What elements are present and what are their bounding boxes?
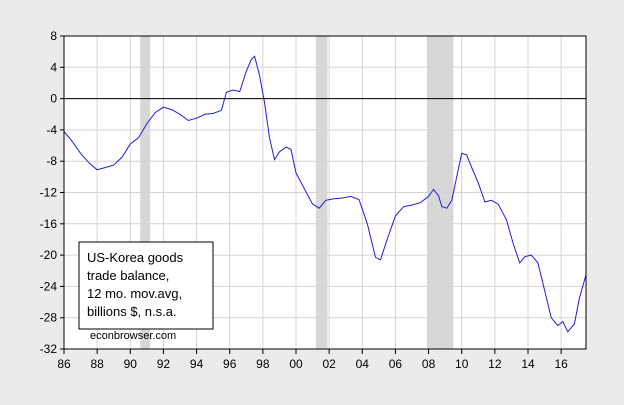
credit-annotation: econbrowser.com: [90, 330, 176, 342]
x-tick-label: 96: [223, 357, 237, 371]
x-tick-label: 08: [422, 357, 436, 371]
x-tick-label: 92: [157, 357, 171, 371]
x-tick-label: 86: [57, 357, 71, 371]
legend-line-2: trade balance,: [87, 268, 169, 283]
legend-line-3: 12 mo. mov.avg,: [87, 286, 182, 301]
y-tick-label: -28: [40, 311, 58, 325]
y-axis-ticks: 8 4 0 -4 -8 -12 -16 -20 -24 -28 -32: [40, 29, 64, 356]
y-tick-label: -4: [46, 123, 57, 137]
x-tick-label: 04: [356, 357, 370, 371]
y-tick-label: -12: [40, 186, 58, 200]
legend-line-4: billions $, n.s.a.: [87, 304, 177, 319]
series-line-us-korea-trade-balance: [63, 55, 587, 333]
x-tick-label: 98: [256, 357, 270, 371]
legend-box: US-Korea goods trade balance, 12 mo. mov…: [78, 241, 214, 330]
y-tick-label: 4: [50, 60, 57, 74]
x-tick-label: 94: [190, 357, 204, 371]
y-tick-label: 8: [50, 29, 57, 43]
y-tick-label: -20: [40, 248, 58, 262]
x-tick-label: 02: [322, 357, 336, 371]
x-tick-label: 88: [90, 357, 104, 371]
x-tick-label: 14: [521, 357, 535, 371]
y-tick-label: 0: [50, 92, 57, 106]
y-tick-label: -8: [46, 154, 57, 168]
x-tick-label: 12: [488, 357, 502, 371]
x-axis-ticks: 86 88 90 92 94 96 98 00 02 04 06 08 10 12 14 16: [57, 349, 568, 371]
legend-line-1: US-Korea goods: [87, 250, 184, 265]
x-tick-label: 16: [554, 357, 568, 371]
y-tick-label: -32: [40, 342, 58, 356]
x-tick-label: 06: [389, 357, 403, 371]
x-tick-label: 10: [455, 357, 469, 371]
x-tick-label: 00: [289, 357, 303, 371]
y-tick-label: -16: [40, 217, 58, 231]
x-tick-label: 90: [124, 357, 138, 371]
y-tick-label: -24: [40, 279, 58, 293]
